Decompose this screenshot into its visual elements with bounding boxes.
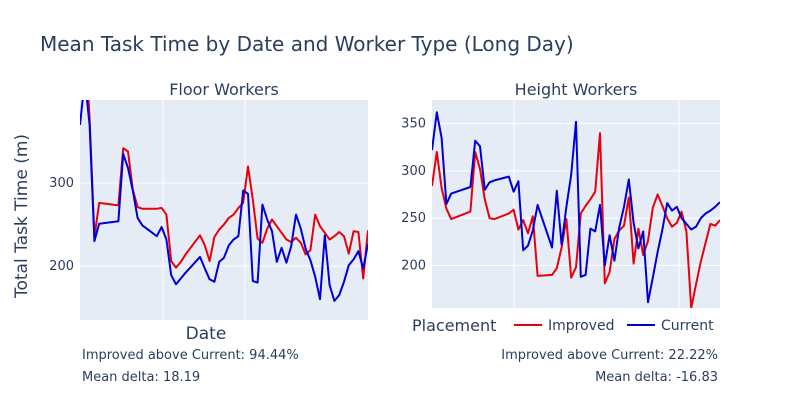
y-tick-label: 200: [401, 258, 426, 273]
stat-floor-delta: Mean delta: 18.19: [82, 370, 200, 385]
stat-height-delta: Mean delta: -16.83: [595, 370, 718, 385]
stat-height-above: Improved above Current: 22.22%: [501, 348, 718, 363]
legend: Placement Improved Current: [405, 310, 725, 338]
panel-title-height: Height Workers: [515, 80, 638, 99]
y-axis-label: Total Task Time (m): [12, 134, 32, 299]
chart-title: Mean Task Time by Date and Worker Type (…: [40, 32, 574, 56]
legend-label-improved[interactable]: Improved: [548, 318, 614, 334]
y-tick-label: 250: [401, 211, 426, 226]
legend-label-current[interactable]: Current: [661, 318, 714, 334]
y-tick-label: 300: [49, 176, 74, 191]
x-axis-label-floor: Date: [186, 324, 227, 344]
series-floor: [80, 100, 368, 302]
plot-area-floor: [80, 100, 368, 320]
y-tick-label: 300: [401, 164, 426, 179]
legend-background: [405, 310, 725, 338]
series-line-current: [432, 111, 720, 304]
y-tick-label: 200: [49, 259, 74, 274]
y-ticks-floor: 200 300: [49, 176, 74, 274]
panel-title-floor: Floor Workers: [169, 80, 279, 99]
panel-floor-workers: 200 300 Floor Workers Date Improved above…: [49, 80, 368, 385]
series-height: [432, 111, 720, 308]
series-line-improved: [432, 132, 720, 308]
legend-title: Placement: [412, 316, 496, 335]
series-line-current: [80, 100, 368, 302]
stat-floor-above: Improved above Current: 94.44%: [82, 348, 299, 363]
panel-height-workers: 200 250 300 350 Height Workers Improved abo…: [401, 80, 720, 385]
y-tick-label: 350: [401, 117, 426, 132]
y-ticks-height: 200 250 300 350: [401, 117, 426, 274]
